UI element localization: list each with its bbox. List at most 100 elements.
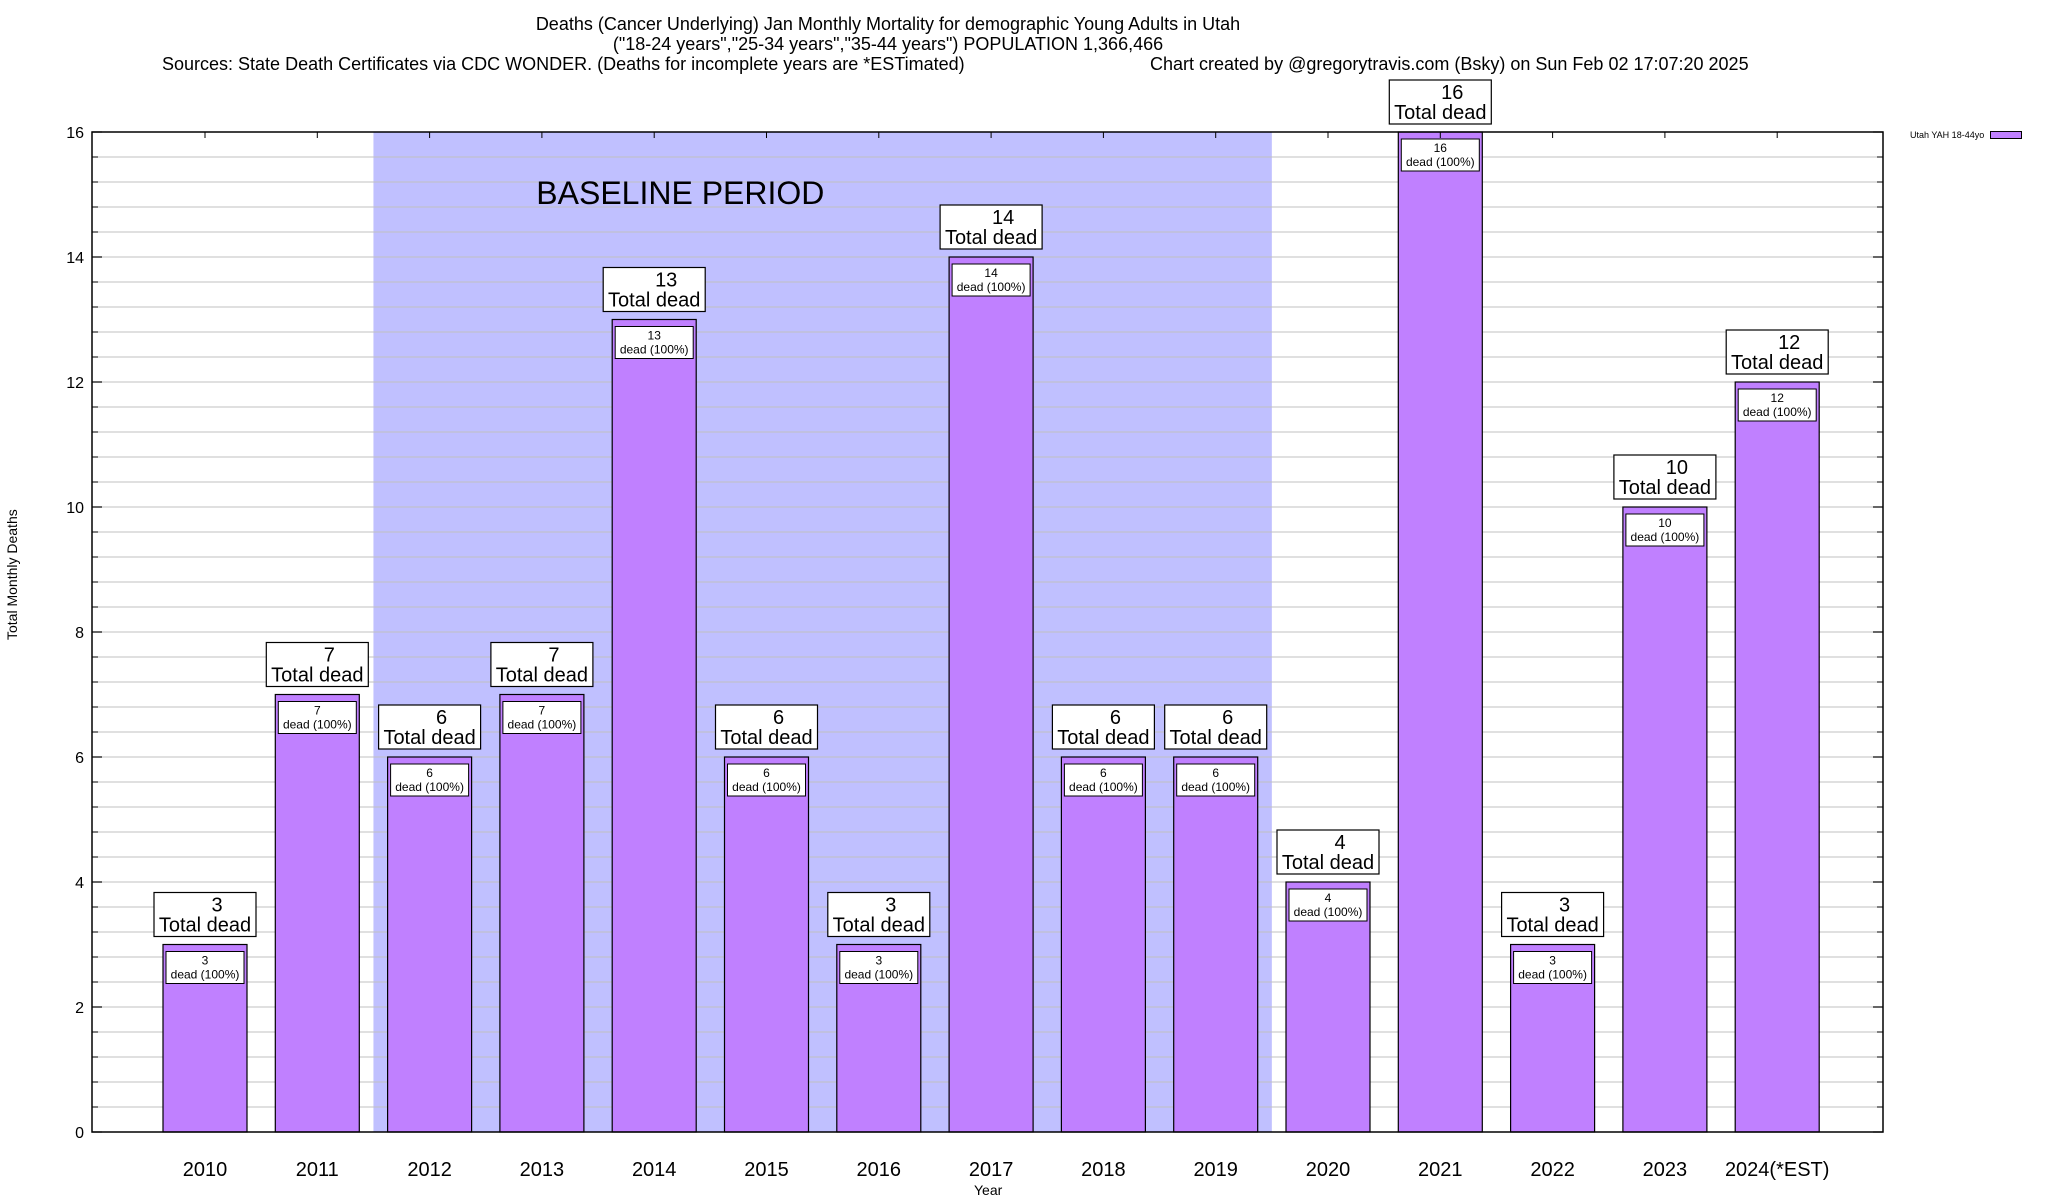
top-label-box [1500, 891, 1605, 938]
top-label-text: Total dead [1170, 727, 1262, 749]
inner-label-text: dead (100%) [1518, 968, 1587, 982]
inner-label-box [951, 263, 1031, 297]
x-tick-label: 2013 [520, 1159, 565, 1181]
inner-label-box [502, 701, 582, 734]
inner-label-box [1625, 513, 1705, 547]
top-label-box [1725, 329, 1829, 375]
top-label-box [1164, 704, 1268, 750]
inner-label-text: dead (100%) [1294, 905, 1363, 919]
inner-label-box [277, 701, 357, 734]
inner-label-box [1063, 763, 1143, 797]
top-label-text: Total dead [496, 665, 588, 687]
top-label-text: Total dead [1619, 477, 1711, 499]
top-label-text: Total dead [1282, 852, 1374, 874]
x-axis-label: Year [974, 1182, 1003, 1198]
inner-label-value: 6 [1100, 766, 1107, 780]
top-label-text: Total dead [159, 915, 251, 937]
top-label-box [490, 641, 594, 688]
inner-label-value: 6 [426, 766, 433, 780]
inner-label-box [839, 951, 919, 984]
top-label-text: Total dead [1394, 102, 1486, 124]
top-label-box [153, 891, 257, 938]
inner-label-value: 10 [1658, 516, 1672, 530]
inner-label-value: 6 [763, 766, 770, 780]
y-tick-label: 16 [66, 125, 84, 142]
inner-label-value: 16 [1434, 141, 1448, 155]
inner-label-value: 12 [1771, 391, 1785, 405]
top-label-value: 14 [992, 207, 1014, 229]
bar-2013 [499, 693, 585, 1133]
inner-label-box [1737, 388, 1817, 422]
plot-border [91, 131, 1884, 1133]
inner-label-text: dead (100%) [395, 780, 464, 794]
top-label-box [714, 704, 819, 750]
inner-label-box [727, 763, 806, 797]
inner-label-value: 14 [984, 266, 998, 280]
top-label-box [827, 891, 931, 938]
top-label-value: 6 [1110, 707, 1121, 729]
x-tick-label: 2011 [296, 1159, 339, 1181]
inner-label-text: dead (100%) [283, 718, 352, 732]
y-tick-label: 2 [75, 1000, 84, 1017]
top-label-value: 7 [324, 645, 335, 667]
x-tick-label: 2018 [1081, 1159, 1126, 1181]
inner-label-value: 3 [875, 954, 882, 968]
x-tick-label: 2020 [1306, 1159, 1351, 1181]
top-label-text: Total dead [271, 665, 363, 687]
top-label-box [378, 704, 482, 750]
top-label-value: 3 [885, 895, 896, 917]
top-label-value: 7 [548, 645, 559, 667]
inner-label-text: dead (100%) [957, 280, 1026, 294]
top-label-value: 4 [1334, 832, 1345, 854]
inner-label-value: 13 [648, 329, 662, 343]
legend-label: Utah YAH 18-44yo [1910, 130, 1985, 140]
inner-label-text: dead (100%) [1631, 530, 1700, 544]
y-tick-label: 12 [66, 375, 84, 392]
x-tick-label: 2021 [1418, 1159, 1463, 1181]
inner-label-value: 3 [202, 954, 209, 968]
bar-2018 [1060, 756, 1147, 1133]
y-tick-label: 8 [75, 625, 84, 642]
x-tick-label: 2019 [1193, 1159, 1238, 1181]
y-tick-label: 0 [75, 1125, 84, 1142]
x-tick-label: 2022 [1530, 1159, 1575, 1181]
y-tick-label: 14 [66, 250, 84, 267]
inner-label-box [165, 951, 245, 984]
top-label-value: 16 [1441, 82, 1463, 104]
x-tick-label: 2017 [969, 1159, 1014, 1181]
top-label-box [1613, 454, 1717, 500]
top-label-value: 12 [1778, 332, 1800, 354]
top-label-text: Total dead [608, 290, 700, 312]
top-label-box [1276, 829, 1380, 875]
x-tick-label: 2015 [744, 1159, 789, 1181]
top-label-box [1051, 704, 1156, 750]
x-tick-label: 2010 [183, 1159, 228, 1181]
top-label-text: Total dead [1506, 915, 1598, 937]
chart-credit: Chart created by @gregorytravis.com (Bsk… [1150, 54, 1749, 74]
inner-label-value: 7 [314, 704, 321, 718]
top-label-box [602, 266, 706, 313]
x-tick-label: 2016 [857, 1159, 902, 1181]
baseline-period-label: BASELINE PERIOD [536, 175, 824, 211]
top-label-value: 6 [1222, 707, 1233, 729]
inner-label-value: 6 [1212, 766, 1219, 780]
top-label-value: 3 [1559, 895, 1570, 917]
inner-label-value: 3 [1549, 954, 1556, 968]
inner-label-box [614, 326, 694, 359]
inner-label-value: 4 [1325, 891, 1332, 905]
top-label-text: Total dead [720, 727, 812, 749]
top-label-text: Total dead [945, 227, 1037, 249]
inner-label-text: dead (100%) [508, 718, 577, 732]
top-label-value: 3 [211, 895, 222, 917]
inner-label-box [1288, 888, 1368, 922]
bar-2011 [274, 693, 360, 1133]
chart-title: Deaths (Cancer Underlying) Jan Monthly M… [535, 14, 1241, 34]
inner-label-text: dead (100%) [732, 780, 801, 794]
inner-label-box [1513, 951, 1593, 984]
inner-label-box [1400, 138, 1480, 172]
y-tick-label: 10 [66, 500, 84, 517]
bar-2019 [1173, 756, 1259, 1133]
x-tick-label: 2014 [632, 1159, 677, 1181]
inner-label-text: dead (100%) [1181, 780, 1250, 794]
